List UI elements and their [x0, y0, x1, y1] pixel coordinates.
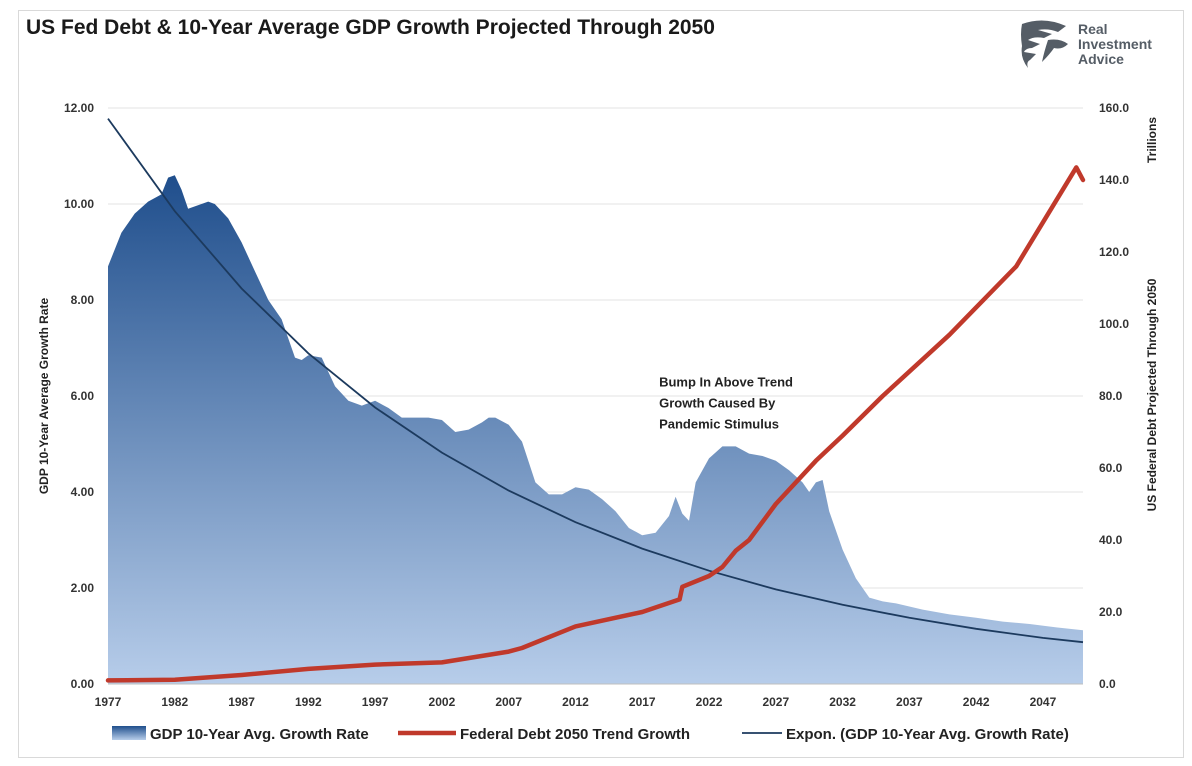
logo-line-1: Real [1078, 21, 1108, 37]
left-tick-label: 8.00 [71, 293, 95, 307]
gdp-growth-area [108, 175, 1083, 684]
right-tick-label: 140.0 [1099, 173, 1129, 187]
x-tick-label: 1982 [161, 695, 188, 709]
axes: 0.00 2.00 4.00 6.00 8.00 10.00 12.00 0.0 20.0 40.… [37, 101, 1159, 709]
left-tick-label: 2.00 [71, 581, 95, 595]
x-tick-label: 1997 [362, 695, 389, 709]
annotation-line: Pandemic Stimulus [659, 416, 779, 431]
right-tick-label: 60.0 [1099, 461, 1123, 475]
x-tick-label: 2037 [896, 695, 923, 709]
expon-trend-line [107, 118, 1084, 644]
x-tick-label: 1977 [95, 695, 122, 709]
x-tick-label: 2002 [429, 695, 456, 709]
right-tick-label: 40.0 [1099, 533, 1123, 547]
x-tick-label: 1992 [295, 695, 322, 709]
left-tick-label: 10.00 [64, 197, 94, 211]
x-tick-label: 2017 [629, 695, 656, 709]
x-tick-label: 2012 [562, 695, 589, 709]
left-tick-label: 0.00 [71, 677, 95, 691]
annotation: Bump In Above Trend Growth Caused By Pande… [659, 374, 793, 431]
annotation-line: Growth Caused By [659, 395, 776, 410]
x-tick-label: 2022 [696, 695, 723, 709]
legend: GDP 10-Year Avg. Growth Rate Federal Debt… [112, 726, 1069, 743]
x-tick-label: 2032 [829, 695, 856, 709]
federal-debt-line [105, 165, 1086, 683]
right-tick-label: 0.0 [1099, 677, 1116, 691]
left-tick-label: 6.00 [71, 389, 95, 403]
x-tick-label: 2042 [963, 695, 990, 709]
x-tick-label: 1987 [228, 695, 255, 709]
logo-line-2: Investment [1078, 36, 1152, 52]
right-axis-title: US Federal Debt Projected Through 2050 [1145, 278, 1159, 511]
right-axis-units: Trillions [1145, 117, 1159, 163]
chart-title: US Fed Debt & 10-Year Average GDP Growth… [26, 16, 715, 39]
legend-swatch-gdp-area [112, 726, 146, 740]
right-tick-label: 120.0 [1099, 245, 1129, 259]
left-axis-title: GDP 10-Year Average Growth Rate [37, 298, 51, 495]
annotation-line: Bump In Above Trend [659, 374, 793, 389]
legend-label-gdp-area: GDP 10-Year Avg. Growth Rate [150, 726, 369, 743]
right-tick-label: 100.0 [1099, 317, 1129, 331]
x-tick-label: 2007 [495, 695, 522, 709]
eagle-head-icon [1021, 20, 1068, 68]
plot-area [105, 118, 1086, 684]
left-tick-label: 4.00 [71, 485, 95, 499]
right-tick-label: 80.0 [1099, 389, 1123, 403]
logo: Real Investment Advice [1018, 18, 1168, 68]
logo-line-3: Advice [1078, 51, 1124, 67]
right-tick-label: 160.0 [1099, 101, 1129, 115]
right-tick-label: 20.0 [1099, 605, 1123, 619]
x-tick-label: 2047 [1030, 695, 1057, 709]
left-tick-label: 12.00 [64, 101, 94, 115]
x-tick-label: 2027 [762, 695, 789, 709]
legend-label-expon-line: Expon. (GDP 10-Year Avg. Growth Rate) [786, 726, 1069, 743]
legend-label-debt-line: Federal Debt 2050 Trend Growth [460, 726, 690, 743]
